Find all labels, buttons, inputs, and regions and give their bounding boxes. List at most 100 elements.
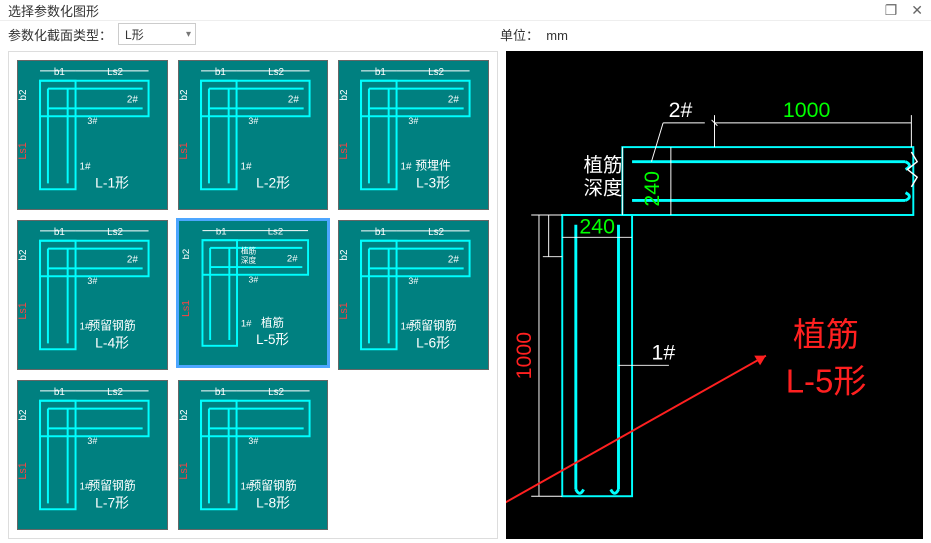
window-title: 选择参数化图形: [8, 1, 99, 20]
svg-text:2#: 2#: [127, 94, 138, 105]
svg-text:预留钢筋: 预留钢筋: [249, 479, 296, 493]
svg-text:L-2形: L-2形: [256, 174, 290, 190]
svg-text:1#: 1#: [240, 162, 251, 173]
thumb-L-8形[interactable]: b1 Ls2 b2 Ls1 1# 3# 预留钢筋 L-8形: [178, 380, 329, 530]
svg-text:预留钢筋: 预留钢筋: [88, 319, 135, 333]
svg-text:3#: 3#: [87, 116, 97, 126]
svg-text:L-4形: L-4形: [95, 334, 129, 350]
close-icon[interactable]: ✕: [911, 2, 923, 19]
svg-text:预留钢筋: 预留钢筋: [410, 319, 457, 333]
svg-text:b2: b2: [340, 89, 351, 100]
svg-text:植筋: 植筋: [793, 316, 859, 353]
svg-text:b2: b2: [179, 89, 190, 100]
svg-text:2#: 2#: [288, 94, 299, 105]
svg-text:b1: b1: [215, 387, 226, 398]
svg-text:Ls2: Ls2: [107, 387, 123, 398]
svg-text:2#: 2#: [127, 254, 138, 265]
svg-text:Ls1: Ls1: [18, 302, 29, 319]
titlebar: 选择参数化图形 ❐ ✕: [0, 0, 931, 21]
unit-value: mm: [546, 28, 568, 43]
thumb-L-6形[interactable]: b1 Ls2 b2 Ls1 2# 1# 3# 预留钢筋 L-6形: [338, 220, 489, 370]
svg-text:2#: 2#: [287, 253, 298, 264]
svg-text:2#: 2#: [669, 98, 693, 122]
thumb-L-7形[interactable]: b1 Ls2 b2 Ls1 1# 3# 预留钢筋 L-7形: [17, 380, 168, 530]
window-controls: ❐ ✕: [885, 2, 923, 19]
svg-text:Ls2: Ls2: [107, 67, 123, 78]
svg-text:3#: 3#: [87, 276, 97, 286]
unit-label: 单位：: [500, 28, 539, 43]
svg-text:L-3形: L-3形: [417, 174, 451, 190]
svg-text:L-6形: L-6形: [417, 334, 451, 350]
unit-block: 单位： mm: [500, 25, 568, 44]
svg-text:b2: b2: [179, 409, 190, 420]
svg-text:L-5形: L-5形: [256, 332, 289, 347]
svg-text:3#: 3#: [409, 116, 419, 126]
svg-text:植筋: 植筋: [584, 154, 623, 176]
svg-text:3#: 3#: [248, 274, 258, 284]
dialog-window: 选择参数化图形 ❐ ✕ 参数化截面类型： L形 单位： mm b1 Ls2 b2…: [0, 0, 931, 543]
svg-text:b1: b1: [54, 387, 65, 398]
svg-text:Ls2: Ls2: [428, 227, 444, 238]
svg-text:Ls2: Ls2: [268, 67, 284, 78]
svg-text:b1: b1: [54, 67, 65, 78]
svg-text:Ls1: Ls1: [18, 462, 29, 479]
svg-text:240: 240: [640, 171, 664, 207]
svg-text:1#: 1#: [651, 340, 675, 364]
svg-text:1#: 1#: [241, 319, 252, 330]
svg-text:L-8形: L-8形: [256, 494, 290, 510]
svg-text:b2: b2: [18, 409, 29, 420]
toolbar: 参数化截面类型： L形 单位： mm: [0, 21, 931, 47]
svg-text:b2: b2: [181, 249, 192, 260]
svg-text:b1: b1: [216, 226, 227, 237]
svg-text:Ls1: Ls1: [179, 462, 190, 479]
svg-text:b1: b1: [375, 227, 386, 238]
svg-text:Ls2: Ls2: [107, 227, 123, 238]
thumb-L-1形[interactable]: b1 Ls2 b2 Ls1 2# 1# 3# L-1形: [17, 60, 168, 210]
svg-text:2#: 2#: [448, 254, 459, 265]
thumbnail-gallery: b1 Ls2 b2 Ls1 2# 1# 3# L-1形 b1 Ls2 b2 Ls…: [8, 51, 498, 539]
svg-text:b2: b2: [340, 249, 351, 260]
section-type-label: 参数化截面类型：: [8, 25, 112, 44]
svg-text:b1: b1: [54, 227, 65, 238]
svg-text:1000: 1000: [512, 332, 536, 380]
restore-icon[interactable]: ❐: [885, 2, 898, 19]
svg-text:Ls2: Ls2: [268, 387, 284, 398]
svg-text:b2: b2: [18, 89, 29, 100]
svg-text:240: 240: [579, 214, 615, 238]
svg-text:L-7形: L-7形: [95, 494, 129, 510]
svg-text:植筋: 植筋: [261, 316, 284, 330]
svg-text:Ls1: Ls1: [179, 142, 190, 159]
main-area: b1 Ls2 b2 Ls1 2# 1# 3# L-1形 b1 Ls2 b2 Ls…: [0, 47, 931, 543]
thumb-L-5形[interactable]: b1 Ls2 b2 Ls1 2# 1# 3# 植筋深度 植筋 L-5形: [176, 218, 331, 368]
svg-text:L-5形: L-5形: [786, 362, 867, 399]
svg-text:深度: 深度: [241, 255, 257, 265]
svg-text:预留钢筋: 预留钢筋: [88, 479, 135, 493]
svg-text:Ls1: Ls1: [180, 300, 192, 317]
svg-text:b1: b1: [215, 67, 226, 78]
thumb-L-2形[interactable]: b1 Ls2 b2 Ls1 2# 1# 3# L-2形: [178, 60, 329, 210]
svg-text:1#: 1#: [401, 162, 412, 173]
svg-text:预埋件: 预埋件: [416, 159, 452, 173]
section-type-select[interactable]: L形: [118, 23, 196, 45]
svg-text:Ls1: Ls1: [339, 142, 350, 159]
svg-text:Ls1: Ls1: [18, 142, 29, 159]
svg-text:1#: 1#: [80, 162, 91, 173]
svg-text:Ls1: Ls1: [339, 302, 350, 319]
svg-text:3#: 3#: [87, 436, 97, 446]
svg-text:深度: 深度: [584, 178, 623, 200]
svg-text:植筋: 植筋: [241, 246, 257, 256]
svg-text:3#: 3#: [409, 276, 419, 286]
svg-text:L-1形: L-1形: [95, 174, 129, 190]
svg-text:2#: 2#: [448, 94, 459, 105]
svg-text:3#: 3#: [248, 116, 258, 126]
section-type-value: L形: [125, 26, 144, 43]
svg-text:1000: 1000: [783, 98, 831, 122]
svg-text:b1: b1: [375, 67, 386, 78]
preview-panel: 1000 2# 240 植筋 深度 240 1000 1# 植筋 L-5形: [506, 51, 923, 539]
svg-text:Ls2: Ls2: [267, 226, 282, 237]
svg-text:3#: 3#: [248, 436, 258, 446]
svg-text:Ls2: Ls2: [428, 67, 444, 78]
thumb-L-3形[interactable]: b1 Ls2 b2 Ls1 2# 1# 3# 预埋件 L-3形: [338, 60, 489, 210]
thumb-L-4形[interactable]: b1 Ls2 b2 Ls1 2# 1# 3# 预留钢筋 L-4形: [17, 220, 168, 370]
svg-text:b2: b2: [18, 249, 29, 260]
